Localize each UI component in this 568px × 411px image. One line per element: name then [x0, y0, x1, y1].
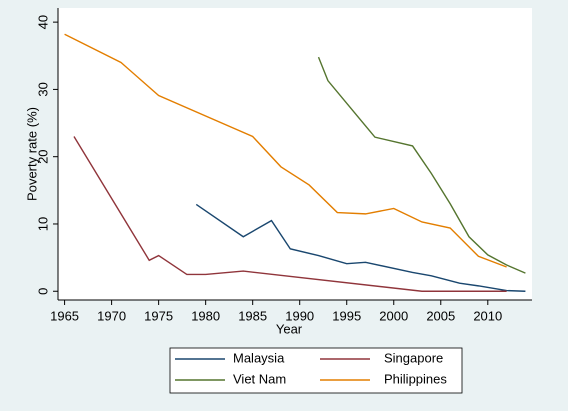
x-tick-label: 1990: [285, 308, 314, 323]
x-tick-label: 1970: [97, 308, 126, 323]
x-tick-label: 1985: [238, 308, 267, 323]
x-tick-label: 2010: [473, 308, 502, 323]
y-tick-label: 20: [35, 149, 50, 163]
plot-area: [58, 8, 532, 300]
y-tick-label: 10: [35, 217, 50, 231]
y-tick-label: 30: [35, 82, 50, 96]
legend-label: Singapore: [384, 350, 443, 365]
series-line: [64, 33, 507, 268]
legend: [169, 347, 463, 394]
legend-label: Viet Nam: [233, 371, 286, 386]
y-tick-label: 40: [35, 15, 50, 29]
x-axis-label: Year: [276, 321, 303, 336]
x-tick-label: 1995: [332, 308, 361, 323]
legend-label: Philippines: [384, 371, 447, 386]
series-line: [317, 56, 526, 274]
series-line: [73, 136, 507, 292]
x-tick-label: 1975: [144, 308, 173, 323]
x-tick-label: 1965: [50, 308, 79, 323]
y-tick-label: 0: [35, 288, 50, 295]
x-tick-label: 2000: [379, 308, 408, 323]
series-line: [195, 203, 526, 292]
x-tick-label: 1980: [191, 308, 220, 323]
x-tick-label: 2005: [426, 308, 455, 323]
y-axis-label: Poverty rate (%): [24, 107, 39, 201]
legend-label: Malaysia: [233, 350, 285, 365]
